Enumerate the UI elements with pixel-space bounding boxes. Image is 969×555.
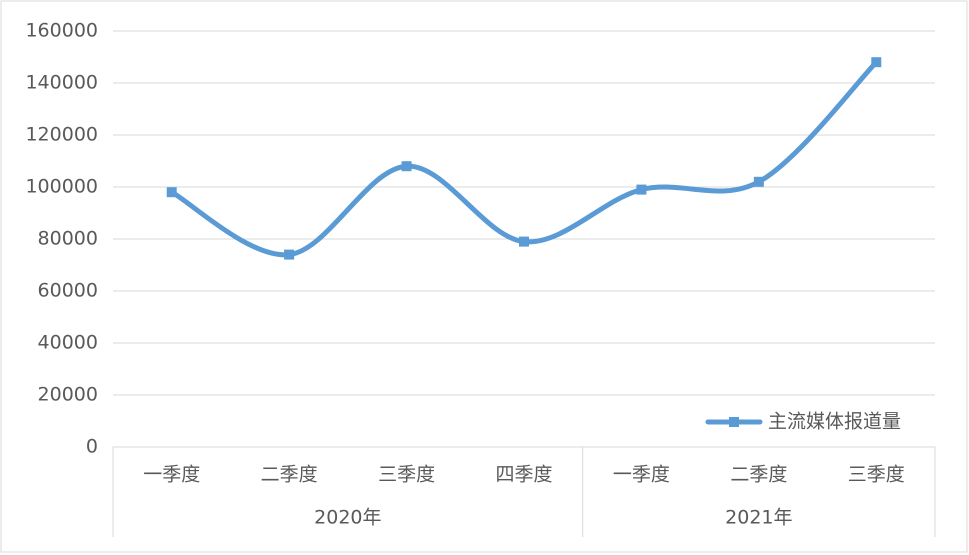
x-tick-label: 四季度 [495,464,552,486]
marker [401,161,412,172]
marker [636,184,647,195]
legend-marker [729,417,739,427]
marker [753,176,764,187]
y-tick-label: 0 [86,436,98,458]
group-label: 2021年 [725,507,792,529]
group-label: 2020年 [314,507,381,529]
y-tick-label: 160000 [25,20,98,42]
marker [166,187,177,198]
y-tick-label: 80000 [38,228,98,250]
y-tick-label: 140000 [25,72,98,94]
y-tick-label: 60000 [38,280,98,302]
x-tick-label: 三季度 [848,464,905,486]
x-tick-label: 一季度 [143,464,200,486]
y-tick-label: 20000 [38,384,98,406]
marker [284,249,295,260]
x-tick-label: 一季度 [613,464,670,486]
marker [871,57,882,68]
y-tick-label: 120000 [25,124,98,146]
y-tick-label: 40000 [38,332,98,354]
y-tick-label: 100000 [25,176,98,198]
x-tick-label: 三季度 [378,464,435,486]
legend-label: 主流媒体报道量 [768,411,901,433]
x-tick-label: 二季度 [261,464,318,486]
x-tick-label: 二季度 [730,464,787,486]
marker [519,236,529,247]
